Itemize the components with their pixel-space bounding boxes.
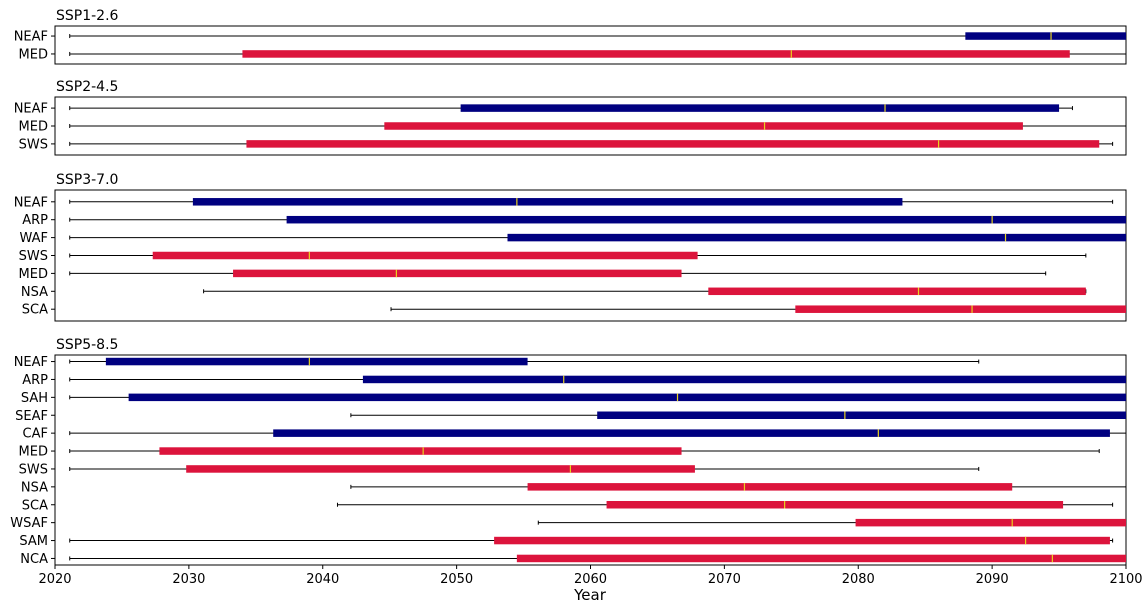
panel: SSP3-7.0 NEAF ARP WAF SWS MED NSA SCA (14, 172, 1127, 322)
panel-plot-area (69, 357, 1126, 563)
iqr-bar (273, 429, 1110, 437)
row-label: SWS (19, 249, 48, 264)
row-label: SAH (21, 391, 48, 406)
x-tick-label: 2020 (38, 572, 71, 587)
row-label: ARP (22, 373, 48, 388)
iqr-bar (795, 305, 1126, 313)
iqr-bar (507, 233, 1126, 242)
panel: SSP5-8.5 NEAF ARP SAH SEAF CAF MED SWS NSA SCA WSA… (10, 337, 1127, 567)
iqr-bar (186, 465, 695, 473)
panel-title: SSP1-2.6 (56, 8, 119, 24)
iqr-bar (128, 393, 1126, 402)
iqr-bar (105, 357, 528, 366)
panel-frame (54, 25, 1127, 65)
x-tick-label: 2040 (306, 572, 339, 587)
row-label: NEAF (14, 355, 48, 370)
x-tick-label: 2090 (976, 572, 1009, 587)
row-label: SCA (22, 498, 48, 513)
x-axis: 2020 2030 2040 2050 2060 2070 2080 2090 2100 (38, 565, 1143, 587)
panels: SSP1-2.6NEAFMEDSSP2-4.5NEAFMEDSWSSSP3-7.… (10, 8, 1127, 567)
row-label: SCA (22, 303, 48, 318)
x-tick-label: 2100 (1109, 572, 1142, 587)
iqr-bar (152, 251, 698, 260)
iqr-bar (192, 198, 903, 206)
iqr-bar (516, 554, 1126, 563)
row-label: MED (19, 445, 48, 460)
row-label: WSAF (10, 516, 48, 531)
row-label: NEAF (14, 195, 48, 210)
iqr-bar (527, 483, 1013, 491)
panel: SSP1-2.6 NEAF MED (14, 8, 1127, 65)
panel-plot-area (69, 198, 1126, 313)
iqr-bar (286, 215, 1126, 224)
panel-title: SSP5-8.5 (56, 337, 118, 353)
row-label: MED (19, 47, 48, 62)
panel-frame (54, 354, 1127, 566)
iqr-bar (384, 122, 1023, 130)
x-tick-label: 2030 (172, 572, 205, 587)
iqr-bar (460, 104, 1060, 112)
x-axis-label: Year (573, 586, 607, 603)
row-label: NSA (21, 285, 48, 300)
row-label: MED (19, 120, 48, 135)
iqr-bar (606, 501, 1064, 509)
iqr-bar (965, 32, 1126, 40)
row-label: NCA (20, 552, 48, 567)
x-tick-label: 2060 (574, 572, 607, 587)
row-label: NSA (21, 480, 48, 495)
row-label: WAF (19, 231, 48, 246)
panel-title: SSP2-4.5 (56, 79, 118, 95)
iqr-bar (242, 50, 1070, 58)
iqr-bar (708, 287, 1086, 296)
panel-plot-area (69, 32, 1126, 58)
row-label: NEAF (14, 102, 48, 117)
panel-plot-area (69, 104, 1126, 148)
x-tick-label: 2050 (440, 572, 473, 587)
iqr-bar (494, 536, 1110, 545)
row-label: CAF (23, 427, 48, 442)
row-label: SAM (19, 534, 48, 549)
iqr-bar (159, 447, 682, 455)
row-label: SWS (19, 137, 48, 152)
panel-title: SSP3-7.0 (56, 172, 118, 188)
iqr-bar (855, 518, 1126, 527)
row-label: SEAF (15, 409, 48, 424)
iqr-bar (233, 269, 682, 278)
row-label: MED (19, 267, 48, 282)
x-tick-label: 2080 (842, 572, 875, 587)
iqr-bar (597, 411, 1126, 419)
row-label: NEAF (14, 30, 48, 45)
row-label: ARP (22, 213, 48, 228)
row-label: SWS (19, 462, 48, 477)
iqr-bar (246, 140, 1100, 148)
panel: SSP2-4.5 NEAF MED SWS (14, 79, 1127, 156)
iqr-bar (362, 375, 1126, 384)
x-tick-label: 2070 (708, 572, 741, 587)
